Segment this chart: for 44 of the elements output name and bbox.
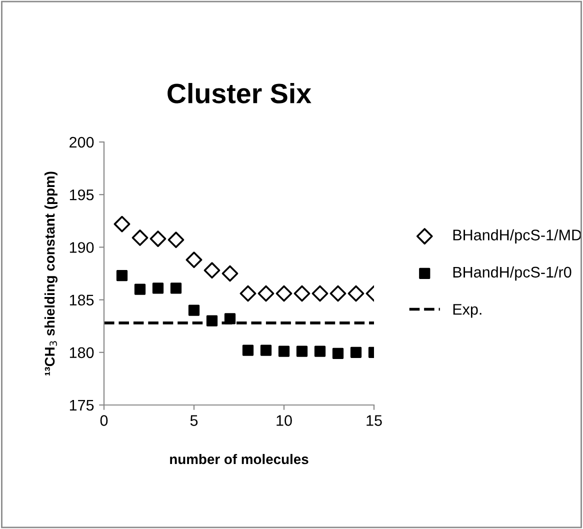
x-axis-title: number of molecules — [170, 454, 308, 464]
point — [114, 216, 130, 232]
point — [168, 232, 184, 248]
point — [188, 304, 200, 316]
point — [224, 313, 236, 324]
point — [186, 252, 202, 268]
legend-label: BHandH/pcS-1/r0 — [453, 266, 572, 281]
point — [330, 285, 346, 302]
y-tick-label: 185 — [70, 294, 94, 306]
point — [152, 282, 164, 294]
point — [204, 262, 220, 279]
point — [296, 346, 308, 357]
y-axis-title: ¹³CH$_{3}$ shielding constant (ppm) — [44, 172, 58, 376]
x-tick-label: 15 — [366, 415, 382, 426]
point — [276, 285, 292, 302]
point — [150, 230, 166, 247]
x-tick-label: 5 — [190, 415, 198, 426]
point — [132, 230, 148, 246]
point — [134, 284, 146, 295]
point — [116, 270, 128, 282]
point — [278, 346, 290, 357]
point — [170, 282, 182, 294]
point — [350, 346, 362, 358]
y-tick-label: 175 — [70, 400, 94, 411]
x-tick-label: 0 — [100, 415, 108, 426]
point — [242, 344, 254, 356]
point — [312, 285, 328, 302]
point — [222, 265, 238, 282]
point — [294, 285, 310, 302]
legend-label: Exp. — [453, 304, 482, 318]
point — [260, 344, 272, 356]
y-tick-label: 200 — [70, 136, 94, 148]
point — [314, 346, 326, 357]
x-tick-label: 10 — [276, 415, 292, 426]
legend-label: BHandH/pcS-1/MD — [453, 229, 582, 244]
point — [258, 285, 274, 302]
point — [348, 285, 364, 302]
point — [332, 348, 344, 360]
point — [206, 315, 218, 326]
chart-title: Cluster Six — [168, 82, 312, 104]
y-tick-label: 195 — [70, 189, 94, 200]
y-tick-label: 190 — [70, 242, 94, 253]
y-tick-label: 180 — [70, 347, 94, 358]
point — [240, 285, 256, 302]
